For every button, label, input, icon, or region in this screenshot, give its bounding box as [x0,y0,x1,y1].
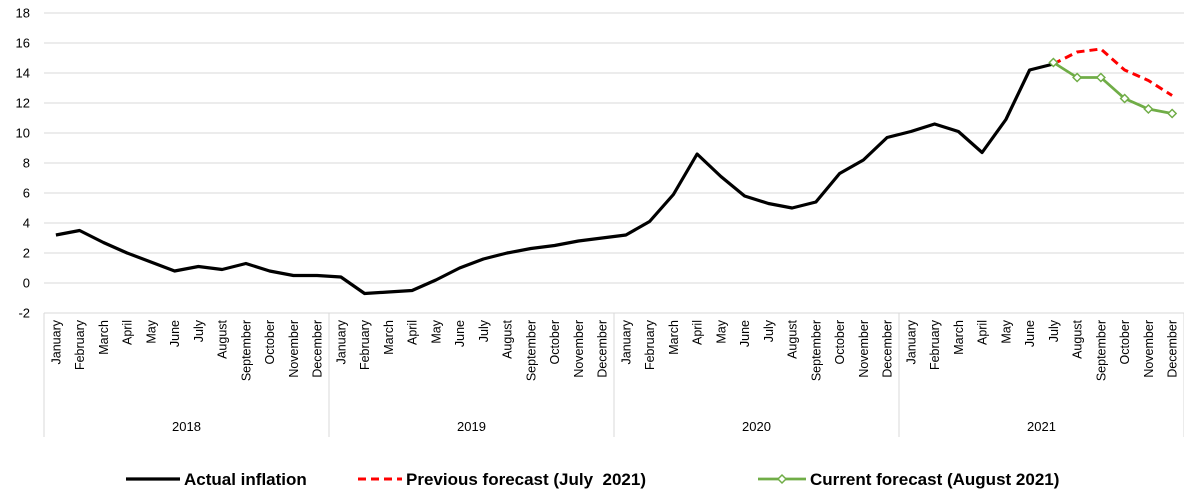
y-tick-label: 14 [16,66,30,81]
x-tick-label: November [857,320,871,378]
year-label: 2020 [742,419,771,434]
x-tick-label: March [97,320,111,355]
x-tick-label: August [786,319,800,358]
y-tick-label: 0 [23,276,30,291]
data-point-marker [1119,93,1130,104]
year-label: 2019 [457,419,486,434]
x-tick-label: July [192,319,206,342]
x-tick-label: June [738,320,752,347]
x-tick-label: October [1118,320,1132,364]
x-tick-label: January [334,319,348,364]
x-tick-label: December [596,320,610,378]
legend-label: Actual inflation [184,470,307,489]
x-axis: January February March April May June July Augu… [43,313,1184,437]
x-tick-label: June [453,320,467,347]
x-tick-label: October [833,320,847,364]
x-tick-label: January [904,319,918,364]
legend-label: Previous forecast (July 2021) [406,470,646,489]
x-tick-label: May [144,319,158,343]
x-tick-label: September [524,320,538,381]
series-line-0 [55,62,1054,296]
gridlines [44,12,1184,314]
x-tick-label: July [477,319,491,342]
x-tick-label: August [501,319,515,358]
x-tick-label: September [809,320,823,381]
x-tick-label: December [881,320,895,378]
x-tick-label: April [976,320,990,345]
x-tick-label: July [762,319,776,342]
y-axis: -2 0 2 4 6 8 10 12 14 16 18 [16,6,30,321]
data-point-marker [1048,57,1059,68]
x-tick-label: November [572,320,586,378]
data-point-marker [1095,72,1106,83]
y-tick-label: 10 [16,126,30,141]
series-line-1 [1052,47,1173,97]
x-tick-label: November [287,320,301,378]
legend-label: Current forecast (August 2021) [810,470,1059,489]
y-tick-label: 2 [23,246,30,261]
x-tick-label: March [952,320,966,355]
x-tick-label: August [1071,319,1085,358]
x-tick-label: August [216,319,230,358]
legend: Actual inflation Previous forecast (July … [126,470,1059,489]
series-line-2 [1052,61,1173,115]
x-tick-label: December [311,320,325,378]
x-tick-label: September [239,320,253,381]
x-tick-label: June [168,320,182,347]
y-tick-label: -2 [18,306,30,321]
x-tick-label: May [429,319,443,343]
y-tick-label: 18 [16,6,30,21]
x-tick-label: July [1047,319,1061,342]
x-tick-label: May [999,319,1013,343]
x-tick-label: May [714,319,728,343]
x-tick-label: January [619,319,633,364]
x-tick-label: January [49,319,63,364]
y-tick-label: 6 [23,186,30,201]
y-tick-label: 12 [16,96,30,111]
y-tick-label: 16 [16,36,30,51]
x-tick-label: February [73,319,87,370]
legend-marker [776,473,788,485]
y-tick-label: 8 [23,156,30,171]
x-tick-label: February [358,319,372,370]
year-label: 2021 [1027,419,1056,434]
x-tick-label: October [548,320,562,364]
series-lines [55,47,1178,296]
x-tick-label: April [406,320,420,345]
y-tick-label: 4 [23,216,30,231]
x-tick-label: March [667,320,681,355]
x-tick-label: February [928,319,942,370]
x-tick-label: December [1166,320,1180,378]
x-tick-label: March [382,320,396,355]
x-tick-label: April [121,320,135,345]
data-point-marker [1167,108,1178,119]
data-point-marker [1072,72,1083,83]
x-tick-label: November [1142,320,1156,378]
x-tick-label: September [1094,320,1108,381]
x-tick-label: October [263,320,277,364]
x-tick-label: April [691,320,705,345]
x-tick-label: February [643,319,657,370]
x-tick-label: June [1023,320,1037,347]
data-point-marker [1143,103,1154,115]
year-label: 2018 [172,419,201,434]
